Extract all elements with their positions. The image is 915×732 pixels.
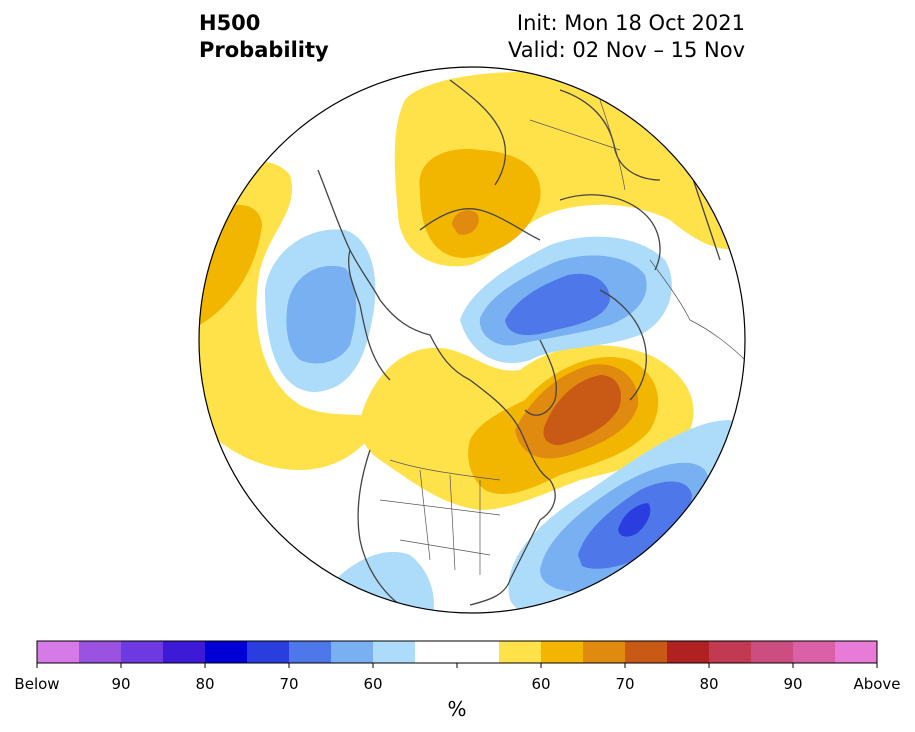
colorbar-cell <box>37 641 80 663</box>
colorbar-label-below: Below <box>14 675 60 693</box>
title-variable: H500 <box>199 11 261 35</box>
coastlines <box>317 79 721 606</box>
valid-range: Valid: 02 Nov – 15 Nov <box>508 38 745 62</box>
title-right: Init: Mon 18 Oct 2021 Valid: 02 Nov – 15… <box>508 10 745 64</box>
colorbar-cell <box>625 641 668 663</box>
anomaly-fields <box>199 71 745 613</box>
anomaly-arctic-70 <box>505 273 610 336</box>
colorbar-cell <box>247 641 290 663</box>
colorbar-cell <box>79 641 122 663</box>
title-left: H500 Probability <box>199 10 329 64</box>
colorbar-ticks <box>36 663 878 668</box>
colorbar-cell <box>499 641 542 663</box>
init-date: Init: Mon 18 Oct 2021 <box>516 11 745 35</box>
colorbar-label-above-90: 90 <box>783 675 803 693</box>
colorbar-cells <box>37 641 878 663</box>
anomaly-canada-75 <box>543 375 621 446</box>
colorbar-cell <box>121 641 164 663</box>
colorbar <box>36 640 878 668</box>
colorbar-cell <box>793 641 836 663</box>
colorbar-cell <box>709 641 752 663</box>
anomaly-alaska-65 <box>286 265 357 364</box>
colorbar-label-below-70: 70 <box>279 675 299 693</box>
colorbar-label-below-90: 90 <box>111 675 131 693</box>
colorbar-label-below-60: 60 <box>363 675 383 693</box>
anomaly-siberia-70 <box>452 210 479 235</box>
title-product: Probability <box>199 38 329 62</box>
colorbar-label-above-60: 60 <box>531 675 551 693</box>
colorbar-cell <box>163 641 206 663</box>
anomaly-siberia-65 <box>419 149 541 258</box>
colorbar-cell <box>583 641 626 663</box>
colorbar-cell <box>289 641 332 663</box>
polar-map <box>198 66 746 614</box>
colorbar-unit: % <box>447 697 467 721</box>
anomaly-atlantic-75 <box>618 503 651 537</box>
colorbar-cell <box>835 641 878 663</box>
colorbar-cell <box>331 641 374 663</box>
colorbar-cell <box>751 641 794 663</box>
colorbar-label-above-80: 80 <box>699 675 719 693</box>
map-frame <box>198 66 746 614</box>
colorbar-cell <box>373 641 416 663</box>
colorbar-label-above: Above <box>853 675 901 693</box>
colorbar-cell <box>667 641 710 663</box>
colorbar-cell <box>541 641 584 663</box>
colorbar-cell <box>205 641 248 663</box>
borders <box>379 99 745 575</box>
colorbar-label-above-70: 70 <box>615 675 635 693</box>
colorbar-cell <box>415 641 500 663</box>
colorbar-label-below-80: 80 <box>195 675 215 693</box>
